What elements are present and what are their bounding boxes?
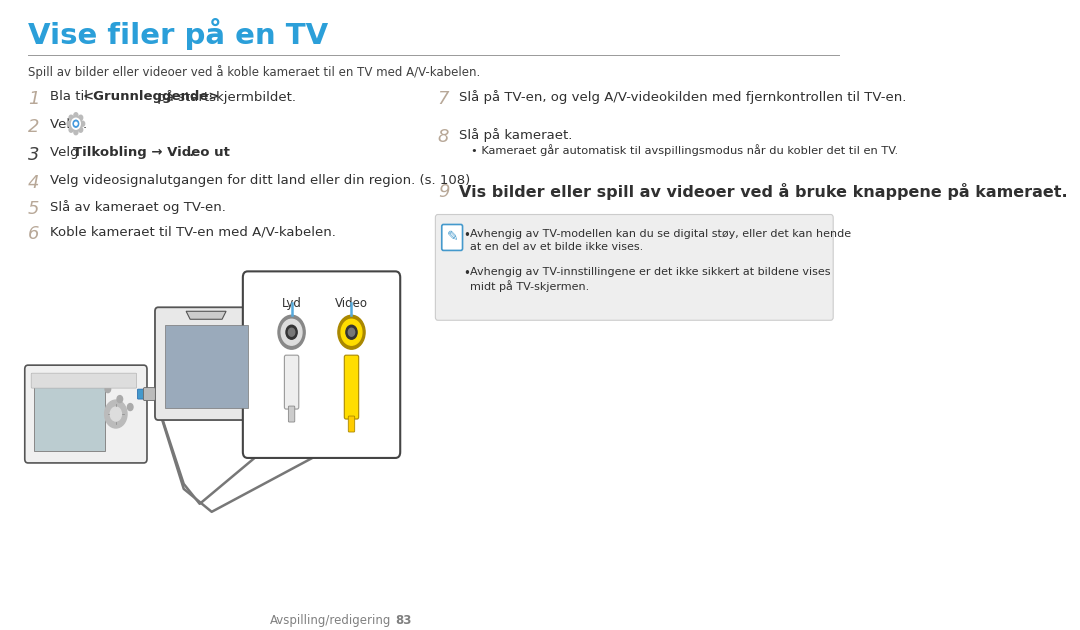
FancyBboxPatch shape <box>137 389 147 399</box>
Text: Tilkobling → Video ut: Tilkobling → Video ut <box>73 146 230 159</box>
Text: • Kameraet går automatisk til avspillingsmodus når du kobler det til en TV.: • Kameraet går automatisk til avspilling… <box>471 144 897 156</box>
Text: 7: 7 <box>437 90 449 108</box>
Circle shape <box>70 116 82 131</box>
Circle shape <box>341 319 362 345</box>
Text: 2: 2 <box>28 118 40 135</box>
Circle shape <box>110 407 121 421</box>
Text: 4: 4 <box>28 174 40 192</box>
Text: 5: 5 <box>28 200 40 217</box>
Polygon shape <box>186 311 226 319</box>
Circle shape <box>338 315 365 349</box>
Text: <Grunnleggende>: <Grunnleggende> <box>83 90 220 103</box>
FancyBboxPatch shape <box>35 379 105 451</box>
Text: Slå på kameraet.: Slå på kameraet. <box>459 128 572 142</box>
Text: .: . <box>189 146 193 159</box>
Text: 9: 9 <box>437 183 449 200</box>
Circle shape <box>67 121 71 126</box>
Text: Video: Video <box>335 297 368 311</box>
FancyBboxPatch shape <box>435 214 833 320</box>
Circle shape <box>348 328 354 336</box>
FancyBboxPatch shape <box>345 355 359 419</box>
FancyBboxPatch shape <box>348 416 354 432</box>
Text: Koble kameraet til TV-en med A/V-kabelen.: Koble kameraet til TV-en med A/V-kabelen… <box>50 226 336 239</box>
Text: 3: 3 <box>28 146 40 164</box>
Text: 83: 83 <box>395 614 411 627</box>
FancyBboxPatch shape <box>154 307 257 420</box>
Circle shape <box>69 115 73 120</box>
Circle shape <box>127 404 133 411</box>
Text: Avhengig av TV-innstillingene er det ikke sikkert at bildene vises: Avhengig av TV-innstillingene er det ikk… <box>470 267 831 277</box>
Text: •: • <box>463 229 470 243</box>
Text: 6: 6 <box>28 226 40 243</box>
Text: Vise filer på en TV: Vise filer på en TV <box>28 18 328 50</box>
Text: Slå av kameraet og TV-en.: Slå av kameraet og TV-en. <box>50 200 226 214</box>
FancyBboxPatch shape <box>288 406 295 422</box>
Circle shape <box>346 325 357 339</box>
Text: 1: 1 <box>28 90 40 108</box>
Circle shape <box>105 386 110 392</box>
Circle shape <box>73 130 78 135</box>
Circle shape <box>69 127 73 132</box>
Text: at en del av et bilde ikke vises.: at en del av et bilde ikke vises. <box>470 243 643 253</box>
Text: Avspilling/redigering: Avspilling/redigering <box>270 614 391 627</box>
Text: .: . <box>83 118 87 131</box>
Circle shape <box>281 319 302 345</box>
Circle shape <box>75 122 77 125</box>
Circle shape <box>73 113 78 118</box>
FancyBboxPatch shape <box>31 373 136 388</box>
Circle shape <box>105 400 127 428</box>
Circle shape <box>73 120 79 127</box>
Text: Avhengig av TV-modellen kan du se digital støy, eller det kan hende: Avhengig av TV-modellen kan du se digita… <box>470 229 851 239</box>
Text: på startskjermbildet.: på startskjermbildet. <box>152 90 296 104</box>
FancyBboxPatch shape <box>25 365 147 463</box>
Text: Lyd: Lyd <box>282 297 301 311</box>
Circle shape <box>286 325 297 339</box>
Text: Spill av bilder eller videoer ved å koble kameraet til en TV med A/V-kabelen.: Spill av bilder eller videoer ved å kobl… <box>28 65 481 79</box>
Circle shape <box>79 115 83 120</box>
Text: Slå på TV-en, og velg A/V-videokilden med fjernkontrollen til TV-en.: Slå på TV-en, og velg A/V-videokilden me… <box>459 90 907 104</box>
FancyBboxPatch shape <box>164 325 247 408</box>
Circle shape <box>81 121 84 126</box>
Text: Velg videosignalutgangen for ditt land eller din region. (s. 108): Velg videosignalutgangen for ditt land e… <box>50 174 470 186</box>
Circle shape <box>117 396 123 403</box>
Text: Velg: Velg <box>50 118 82 131</box>
Text: •: • <box>463 267 470 280</box>
Text: Bla til: Bla til <box>50 90 92 103</box>
Circle shape <box>71 118 80 129</box>
FancyBboxPatch shape <box>442 224 462 250</box>
FancyBboxPatch shape <box>144 387 156 401</box>
Circle shape <box>288 328 295 336</box>
FancyBboxPatch shape <box>243 272 401 458</box>
Circle shape <box>278 315 306 349</box>
Text: Velg: Velg <box>50 146 82 159</box>
Text: Vis bilder eller spill av videoer ved å bruke knappene på kameraet.: Vis bilder eller spill av videoer ved å … <box>459 183 1068 200</box>
Circle shape <box>79 127 83 132</box>
Text: ✎: ✎ <box>446 231 458 244</box>
FancyBboxPatch shape <box>284 355 299 409</box>
Text: 8: 8 <box>437 128 449 146</box>
Text: midt på TV-skjermen.: midt på TV-skjermen. <box>470 280 589 292</box>
